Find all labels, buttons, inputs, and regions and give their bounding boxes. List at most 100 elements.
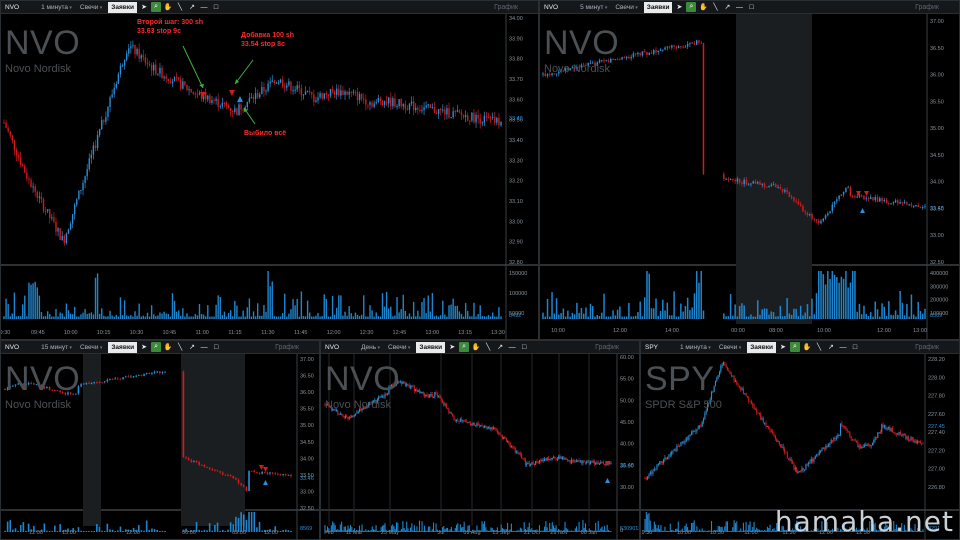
rect-tool-icon[interactable]: □ [213,3,219,11]
chart-style-select[interactable]: Свечи [76,341,106,354]
arrow-tool-icon[interactable]: ↗ [724,4,731,11]
rect-tool-icon[interactable]: □ [213,343,219,351]
line-tool-icon[interactable]: ╲ [486,344,491,351]
volume-bar [688,530,690,532]
line-tool-icon[interactable]: ╲ [816,344,822,351]
chart-style-select[interactable]: Свечи [76,1,106,14]
line-tool-icon[interactable]: ╲ [177,344,183,351]
volume-bar [726,521,729,532]
hand-icon[interactable]: ✋ [163,4,173,11]
hline-tool-icon[interactable]: — [735,3,743,11]
candle-body [768,425,770,430]
cursor-icon[interactable]: ➤ [141,344,148,351]
volume-bar [448,305,450,319]
chart-pane-nvo-daily[interactable]: NVO День Свечи Заявки ➤ ⌕ ✋ ╲ ↗ — □ Граф… [320,340,640,540]
chart-pane-nvo-15min[interactable]: NVO 15 минут Свечи Заявки ➤ ⌕ ✋ ╲ ↗ — □ … [0,340,320,540]
volume-bar [759,314,761,319]
volume-bar [881,530,883,532]
zoom-icon[interactable]: ⌕ [789,342,800,352]
orders-tab[interactable]: Заявки [108,341,138,353]
price-tick-label: 35.50 [300,407,314,413]
candle-body [813,218,815,220]
hline-tool-icon[interactable]: — [200,3,208,11]
zoom-icon[interactable]: ⌕ [686,2,697,12]
rect-tool-icon[interactable]: □ [749,3,754,11]
volume-bar [464,530,466,532]
chart-area[interactable]: Feb 11 Mar 25 May Jul 09 Aug 15 Sep 21 Oct 29 N… [321,354,639,539]
arrow-tool-icon[interactable]: ↗ [828,344,834,351]
chart-style-select[interactable]: Свечи [384,341,414,354]
time-tick-label: 12:00 [126,530,140,536]
interval-select[interactable]: День [357,341,384,354]
orders-tab[interactable]: Заявки [416,341,446,353]
volume-bar [383,524,385,532]
volume-bar [298,316,300,319]
interval-select[interactable]: 1 минута [37,1,76,14]
cursor-icon[interactable]: ➤ [141,4,147,11]
zoom-icon[interactable]: ⌕ [459,342,470,352]
time-tick-label: 12:00 [613,328,627,334]
chart-pane-spy-1min[interactable]: SPY 1 минута Свечи Заявки ➤ ⌕ ✋ ╲ ↗ — □ … [640,340,960,540]
symbol-field[interactable]: NVO [325,343,340,351]
volume-bar [349,525,352,532]
volume-bar [760,530,762,532]
volume-bar [443,526,445,532]
cursor-icon[interactable]: ➤ [676,4,683,11]
line-tool-icon[interactable]: ╲ [713,4,718,11]
volume-bar [693,293,696,319]
interval-select[interactable]: 5 минут [576,1,611,14]
volume-bar [436,529,438,532]
chart-pane-nvo-1min[interactable]: NVO 1 минута Свечи Заявки ➤ ⌕ ✋ ╲ ↗ — □ … [0,0,539,340]
volume-bar [899,529,901,532]
arrow-tool-icon[interactable]: ↗ [497,344,504,351]
hand-icon[interactable]: ✋ [802,344,812,351]
sell-signal-marker [856,191,861,196]
symbol-field[interactable]: SPY [645,343,659,351]
interval-select[interactable]: 1 минута [676,341,715,354]
volume-bar [560,530,562,532]
volume-bar [675,316,678,319]
candle-body [677,46,680,48]
hand-icon[interactable]: ✋ [699,4,708,11]
line-tool-icon[interactable]: ╲ [177,4,183,11]
chart-style-select[interactable]: Свечи [715,341,745,354]
hline-tool-icon[interactable]: — [508,343,516,351]
symbol-field[interactable]: NVO [544,3,559,11]
chart-style-select[interactable]: Свечи [611,1,641,14]
symbol-field[interactable]: NVO [5,343,20,351]
hline-tool-icon[interactable]: — [839,343,847,351]
hand-icon[interactable]: ✋ [163,344,173,351]
hline-tool-icon[interactable]: — [200,343,208,351]
interval-select[interactable]: 15 минут [37,341,76,354]
candle-body [555,457,557,460]
volume-bar [756,527,758,532]
volume-bar [248,298,251,319]
arrow-tool-icon[interactable]: ↗ [189,344,196,351]
chart-pane-nvo-5min[interactable]: NVO 5 минут Свечи Заявки ➤ ⌕ ✋ ╲ ↗ — □ Г… [539,0,960,340]
chart-area[interactable]: 10:00 12:00 14:00 00:00 08:00 10:00 12:00 13:00… [540,14,959,339]
candle-body [173,77,176,82]
orders-tab[interactable]: Заявки [747,341,776,353]
zoom-icon[interactable]: ⌕ [151,342,162,352]
rect-tool-icon[interactable]: □ [852,343,858,351]
cursor-icon[interactable]: ➤ [780,344,786,351]
arrow-tool-icon[interactable]: ↗ [189,4,195,11]
volume-bar [515,530,518,532]
chart-area[interactable]: 12:00 15:00 12:00 00:00 09:00 12:00 37.00 36.50… [1,354,319,539]
candle-body [107,107,109,117]
volume-bar [645,512,647,532]
orders-tab[interactable]: Заявки [643,1,673,13]
cursor-icon[interactable]: ➤ [449,344,456,351]
candle-body [279,474,282,476]
candle-body [372,400,375,402]
volume-bar [584,523,587,532]
orders-tab[interactable]: Заявки [108,1,138,13]
hand-icon[interactable]: ✋ [471,344,481,351]
zoom-icon[interactable]: ⌕ [151,2,162,12]
volume-bar [686,297,689,319]
candle-body [461,418,463,422]
candle-body [331,89,334,92]
symbol-field[interactable]: NVO [5,3,20,11]
rect-tool-icon[interactable]: □ [522,343,527,351]
chart-area[interactable]: 9:3009:4510:0010:1510:3010:4511:0011:151… [1,14,538,339]
